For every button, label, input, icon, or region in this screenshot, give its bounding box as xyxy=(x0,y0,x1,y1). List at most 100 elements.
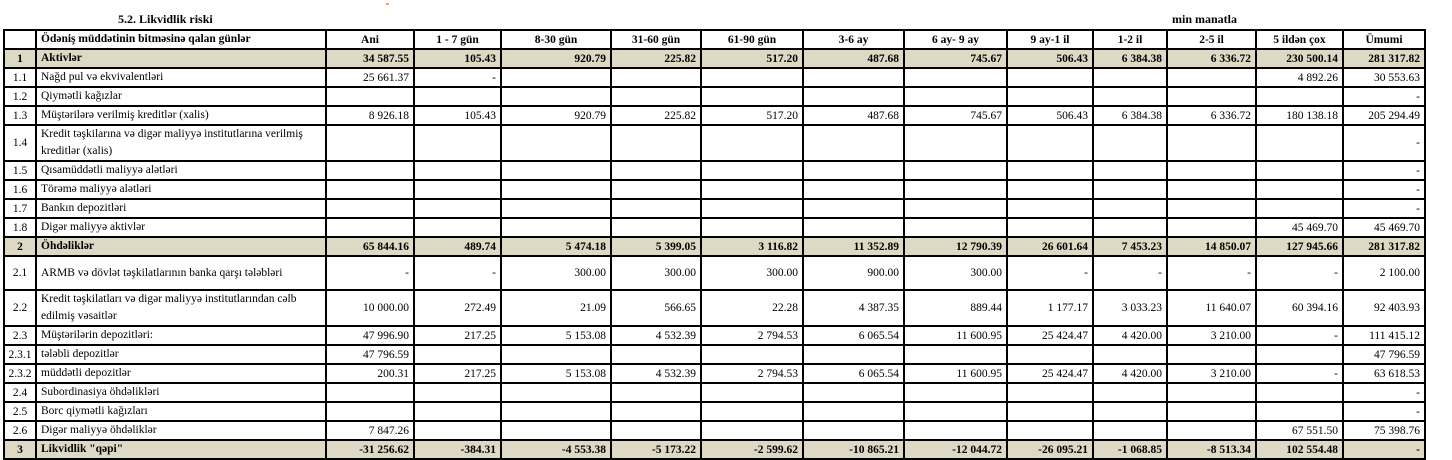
value-cell: 6 336.72 xyxy=(1166,105,1257,126)
value-cell xyxy=(1166,198,1257,219)
value-cell: 900.00 xyxy=(802,255,905,291)
row-label: Kredit təşkilarına və digər maliyyə inst… xyxy=(35,124,327,162)
value-cell xyxy=(903,420,1008,441)
value-cell: 2 100.00 xyxy=(1342,255,1426,291)
row-label: Törəmə maliyyə alətləri xyxy=(35,179,327,200)
value-cell: - xyxy=(1255,363,1344,384)
value-cell xyxy=(1006,401,1094,422)
section-title: 5.2. Likvidlik riski xyxy=(118,12,213,26)
value-cell: -10 865.21 xyxy=(802,439,905,460)
table-row: 1.4 Kredit təşkilarına və digər maliyyə i… xyxy=(3,124,1426,162)
value-cell xyxy=(1092,124,1168,162)
value-cell xyxy=(802,160,905,181)
value-cell xyxy=(1006,67,1094,88)
value-cell: - xyxy=(413,255,502,291)
value-cell: 47 796.59 xyxy=(325,344,415,365)
value-cell: 4 532.39 xyxy=(610,325,702,346)
value-cell: 65 844.16 xyxy=(325,236,415,257)
value-cell xyxy=(413,198,502,219)
value-cell: 60 394.16 xyxy=(1255,289,1344,327)
value-cell xyxy=(413,86,502,107)
value-cell xyxy=(903,67,1008,88)
value-cell xyxy=(1006,124,1094,162)
value-cell: 745.67 xyxy=(903,105,1008,126)
value-cell xyxy=(610,86,702,107)
value-cell: -26 095.21 xyxy=(1006,439,1094,460)
value-cell xyxy=(700,217,804,238)
row-label: Bankın depozitləri xyxy=(35,198,327,219)
row-index: 1.3 xyxy=(3,105,37,126)
value-cell: 489.74 xyxy=(413,236,502,257)
value-cell xyxy=(1092,179,1168,200)
value-cell xyxy=(610,344,702,365)
value-cell xyxy=(802,382,905,403)
value-cell xyxy=(1006,198,1094,219)
row-index: 1.8 xyxy=(3,217,37,238)
value-cell: 487.68 xyxy=(802,48,905,69)
value-cell xyxy=(903,382,1008,403)
value-cell xyxy=(500,86,612,107)
value-cell xyxy=(802,198,905,219)
value-cell: 300.00 xyxy=(700,255,804,291)
table-row: 2.3.2 müddətli depozitlər 200.31 217.25 5 15… xyxy=(3,363,1426,384)
value-cell: 11 600.95 xyxy=(903,325,1008,346)
value-cell: 300.00 xyxy=(500,255,612,291)
value-cell xyxy=(500,420,612,441)
value-cell xyxy=(903,160,1008,181)
row-index: 1.1 xyxy=(3,67,37,88)
value-cell xyxy=(413,401,502,422)
column-header: 3-6 ay xyxy=(802,29,905,50)
value-cell: 47 796.59 xyxy=(1342,344,1426,365)
value-cell: 6 384.38 xyxy=(1092,48,1168,69)
value-cell: 517.20 xyxy=(700,48,804,69)
table-row: 2.5 Borc qiymətli kağızları - xyxy=(3,401,1426,422)
value-cell xyxy=(903,344,1008,365)
row-index: 1.4 xyxy=(3,124,37,162)
value-cell xyxy=(1092,401,1168,422)
value-cell: -1 068.85 xyxy=(1092,439,1168,460)
row-label: Borc qiymətli kağızları xyxy=(35,401,327,422)
value-cell xyxy=(700,67,804,88)
row-label: Qiymətli kağızlar xyxy=(35,86,327,107)
value-cell xyxy=(1006,160,1094,181)
value-cell: 4 420.00 xyxy=(1092,363,1168,384)
value-cell: 2 794.53 xyxy=(700,325,804,346)
value-cell: -2 599.62 xyxy=(700,439,804,460)
value-cell xyxy=(1092,198,1168,219)
value-cell xyxy=(413,420,502,441)
value-cell: 63 618.53 xyxy=(1342,363,1426,384)
value-cell xyxy=(1166,382,1257,403)
value-cell xyxy=(1166,344,1257,365)
value-cell: 6 065.54 xyxy=(802,363,905,384)
column-header: 1-2 il xyxy=(1092,29,1168,50)
value-cell: 45 469.70 xyxy=(1342,217,1426,238)
value-cell xyxy=(500,382,612,403)
value-cell xyxy=(903,217,1008,238)
value-cell xyxy=(700,198,804,219)
value-cell xyxy=(802,344,905,365)
row-index: 2.6 xyxy=(3,420,37,441)
value-cell xyxy=(1006,217,1094,238)
value-cell xyxy=(1255,401,1344,422)
table-row: 2.4 Subordinasiya öhdəlikləri - xyxy=(3,382,1426,403)
value-cell: 3 210.00 xyxy=(1166,363,1257,384)
value-cell xyxy=(802,420,905,441)
row-label: ARMB və dövlət təşkilatlarının banka qar… xyxy=(35,255,327,291)
value-cell xyxy=(1166,420,1257,441)
column-header: 9 ay-1 il xyxy=(1006,29,1094,50)
row-label: Nağd pul və ekvivalentləri xyxy=(35,67,327,88)
table-row: 1 Aktivlər 34 587.55 105.43 920.79 225.82 517.… xyxy=(3,48,1426,69)
value-cell xyxy=(610,124,702,162)
row-index: 1.7 xyxy=(3,198,37,219)
value-cell: 200.31 xyxy=(325,363,415,384)
value-cell: 4 387.35 xyxy=(802,289,905,327)
value-cell xyxy=(610,160,702,181)
value-cell xyxy=(903,124,1008,162)
value-cell: 506.43 xyxy=(1006,105,1094,126)
value-cell: 6 336.72 xyxy=(1166,48,1257,69)
table-row: 2.6 Digər maliyyə öhdəliklər 7 847.26 67 55… xyxy=(3,420,1426,441)
row-index: 2.3.2 xyxy=(3,363,37,384)
table-row: 2 Öhdəliklər 65 844.16 489.74 5 474.18 5 399.… xyxy=(3,236,1426,257)
value-cell: 2 794.53 xyxy=(700,363,804,384)
value-cell xyxy=(1166,179,1257,200)
